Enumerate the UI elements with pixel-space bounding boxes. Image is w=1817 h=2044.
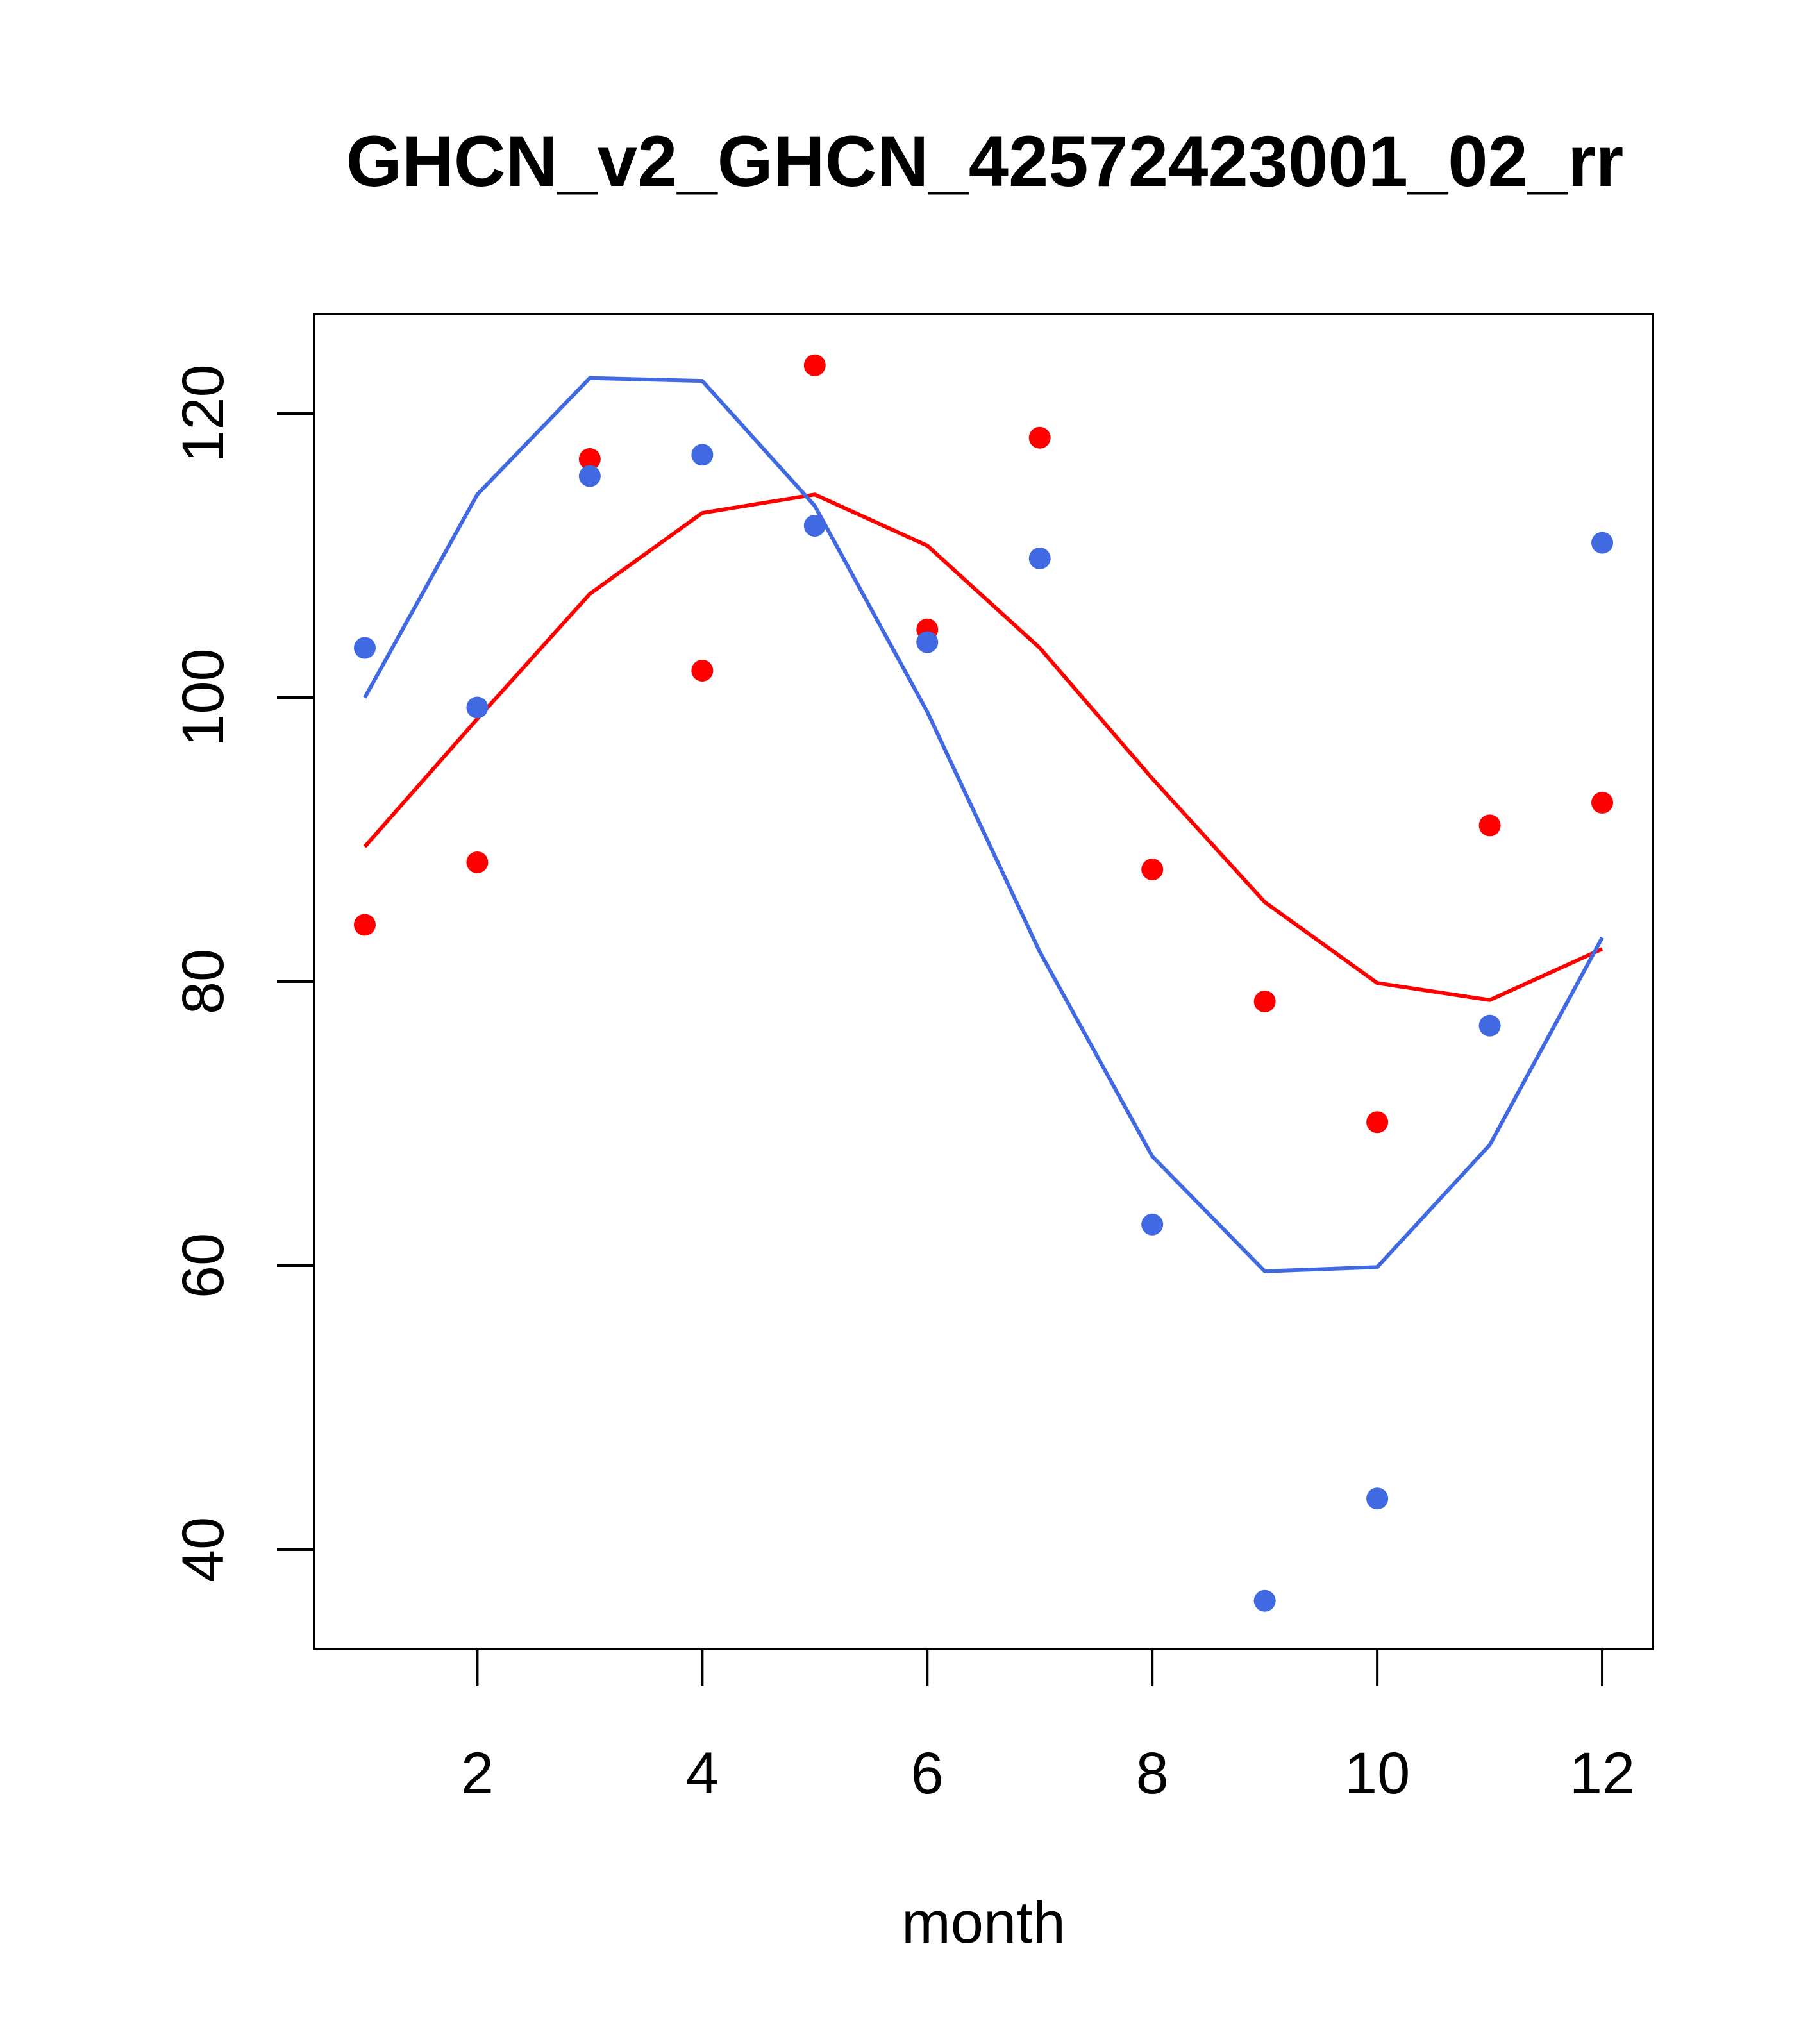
data-point xyxy=(578,465,601,487)
y-tick-label: 80 xyxy=(171,949,236,1014)
data-point xyxy=(1253,1589,1276,1612)
data-point xyxy=(353,914,376,936)
y-axis: 40 60 80 100 120 xyxy=(171,364,314,1582)
series-layer xyxy=(353,354,1614,1612)
series-line-1 xyxy=(363,492,1603,1002)
y-tick-label: 40 xyxy=(171,1517,236,1582)
data-point xyxy=(803,354,826,376)
data-point xyxy=(1141,1213,1164,1236)
data-point xyxy=(466,696,489,719)
y-tick-label: 60 xyxy=(171,1233,236,1298)
data-point xyxy=(691,659,714,682)
data-point xyxy=(466,851,489,873)
series-line-3 xyxy=(363,376,1604,1273)
x-tick-label: 12 xyxy=(1570,1741,1635,1806)
y-tick-label: 120 xyxy=(171,364,236,463)
data-point xyxy=(1028,547,1051,569)
data-point xyxy=(803,515,826,537)
data-point xyxy=(1028,426,1051,449)
data-point xyxy=(1366,1111,1389,1134)
data-point xyxy=(1591,791,1614,814)
data-point xyxy=(1366,1487,1389,1510)
y-tick-label: 100 xyxy=(171,648,236,747)
data-point xyxy=(1478,814,1501,837)
x-tick-label: 4 xyxy=(686,1741,719,1806)
plot-box xyxy=(313,313,1654,1650)
data-point xyxy=(1478,1014,1501,1037)
x-tick-label: 10 xyxy=(1344,1741,1410,1806)
data-point xyxy=(916,631,939,653)
x-axis-label: month xyxy=(901,1890,1066,1956)
x-tick-label: 2 xyxy=(461,1741,494,1806)
x-axis: 2 4 6 8 10 12 xyxy=(461,1649,1635,1806)
data-point xyxy=(691,444,714,466)
data-point xyxy=(1591,532,1614,554)
x-tick-label: 8 xyxy=(1136,1741,1169,1806)
data-point xyxy=(1141,859,1164,881)
data-point xyxy=(1253,991,1276,1013)
data-point xyxy=(578,448,601,470)
chart-title: GHCN_v2_GHCN_42572423001_02_rr xyxy=(346,121,1623,201)
data-point xyxy=(353,637,376,659)
x-tick-label: 6 xyxy=(911,1741,944,1806)
